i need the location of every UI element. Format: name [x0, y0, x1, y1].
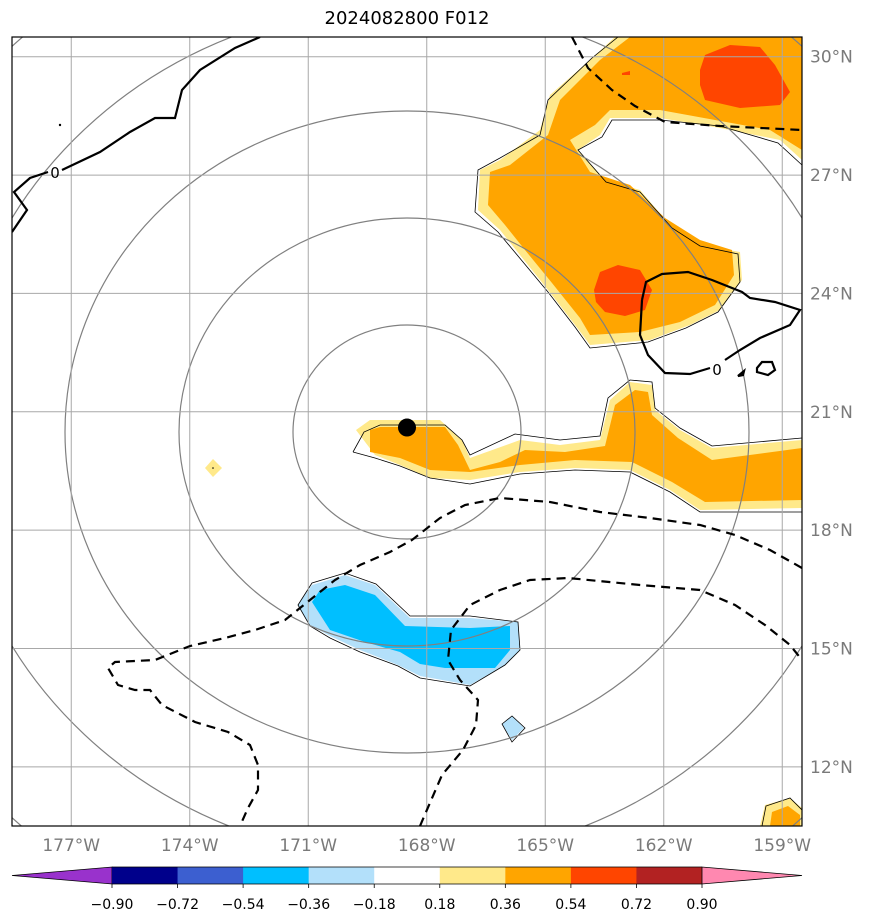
colorbar-bin — [505, 867, 572, 884]
colorbar-tick-label: 0.72 — [621, 897, 652, 913]
colorbar-tick-label: −0.54 — [222, 897, 265, 913]
speck — [58, 123, 62, 127]
lon-tick-label: 171°W — [279, 836, 337, 856]
contour-label-zero: 0 — [50, 164, 60, 182]
lat-tick-label: 27°N — [810, 166, 853, 186]
lat-tick-label: 18°N — [810, 521, 853, 541]
colorbar-bin — [112, 867, 179, 884]
colorbar-tick-label: 0.18 — [424, 897, 455, 913]
latitude-tick-labels: 12°N 15°N 18°N 21°N 24°N 27°N 30°N — [810, 48, 853, 778]
map-frame — [11, 36, 803, 827]
positive-anomaly-orange-fill — [370, 37, 802, 826]
colorbar-tick-label: −0.72 — [156, 897, 199, 913]
colorbar-extend-low — [11, 866, 113, 885]
colorbar-outline — [112, 866, 702, 885]
lat-tick-label: 24°N — [810, 284, 853, 304]
lon-tick-label: 168°W — [398, 836, 456, 856]
colorbar-bin — [439, 867, 506, 884]
positive-anomaly-red-fill — [594, 45, 790, 316]
positive-anomaly-light-fill — [205, 37, 802, 826]
lat-lon-grid — [12, 37, 802, 826]
colorbar-bin — [570, 867, 637, 884]
colorbar-tick-label: 0.36 — [490, 897, 521, 913]
lon-tick-label: 165°W — [516, 836, 574, 856]
colorbar-bin — [374, 867, 441, 884]
colorbar-bin — [308, 867, 375, 884]
longitude-tick-labels: 177°W 174°W 171°W 168°W 165°W 162°W 159°W — [42, 836, 811, 856]
colorbar: −0.90 −0.72 −0.54 −0.36 −0.18 0.18 0.36 0.54 0.7… — [11, 866, 803, 913]
colorbar-tick-label: −0.18 — [353, 897, 396, 913]
colorbar-tick-label: 0.54 — [555, 897, 586, 913]
lon-tick-label: 174°W — [161, 836, 219, 856]
contour-label-zero-east: 0 — [712, 361, 722, 379]
colorbar-extend-high — [701, 866, 803, 885]
colorbar-tick-label: 0.90 — [686, 897, 717, 913]
lon-tick-label: 177°W — [42, 836, 100, 856]
colorbar-tick-label: −0.90 — [91, 897, 134, 913]
lat-tick-label: 21°N — [810, 403, 853, 423]
lat-tick-label: 12°N — [810, 758, 853, 778]
lon-tick-label: 159°W — [753, 836, 811, 856]
colorbar-bin — [177, 867, 244, 884]
zero-contour-dashed — [106, 37, 802, 826]
lat-tick-label: 30°N — [810, 48, 853, 68]
zero-contour-solid — [12, 37, 802, 378]
lat-tick-label: 15°N — [810, 639, 853, 659]
map-title: 2024082800 F012 — [324, 8, 490, 29]
colorbar-bin — [636, 867, 703, 884]
lon-tick-label: 162°W — [635, 836, 693, 856]
storm-center-marker — [398, 418, 416, 437]
negative-anomaly-fill — [298, 575, 524, 740]
colorbar-tick-label: −0.36 — [287, 897, 330, 913]
speck — [212, 467, 214, 469]
colorbar-bin — [243, 867, 310, 884]
